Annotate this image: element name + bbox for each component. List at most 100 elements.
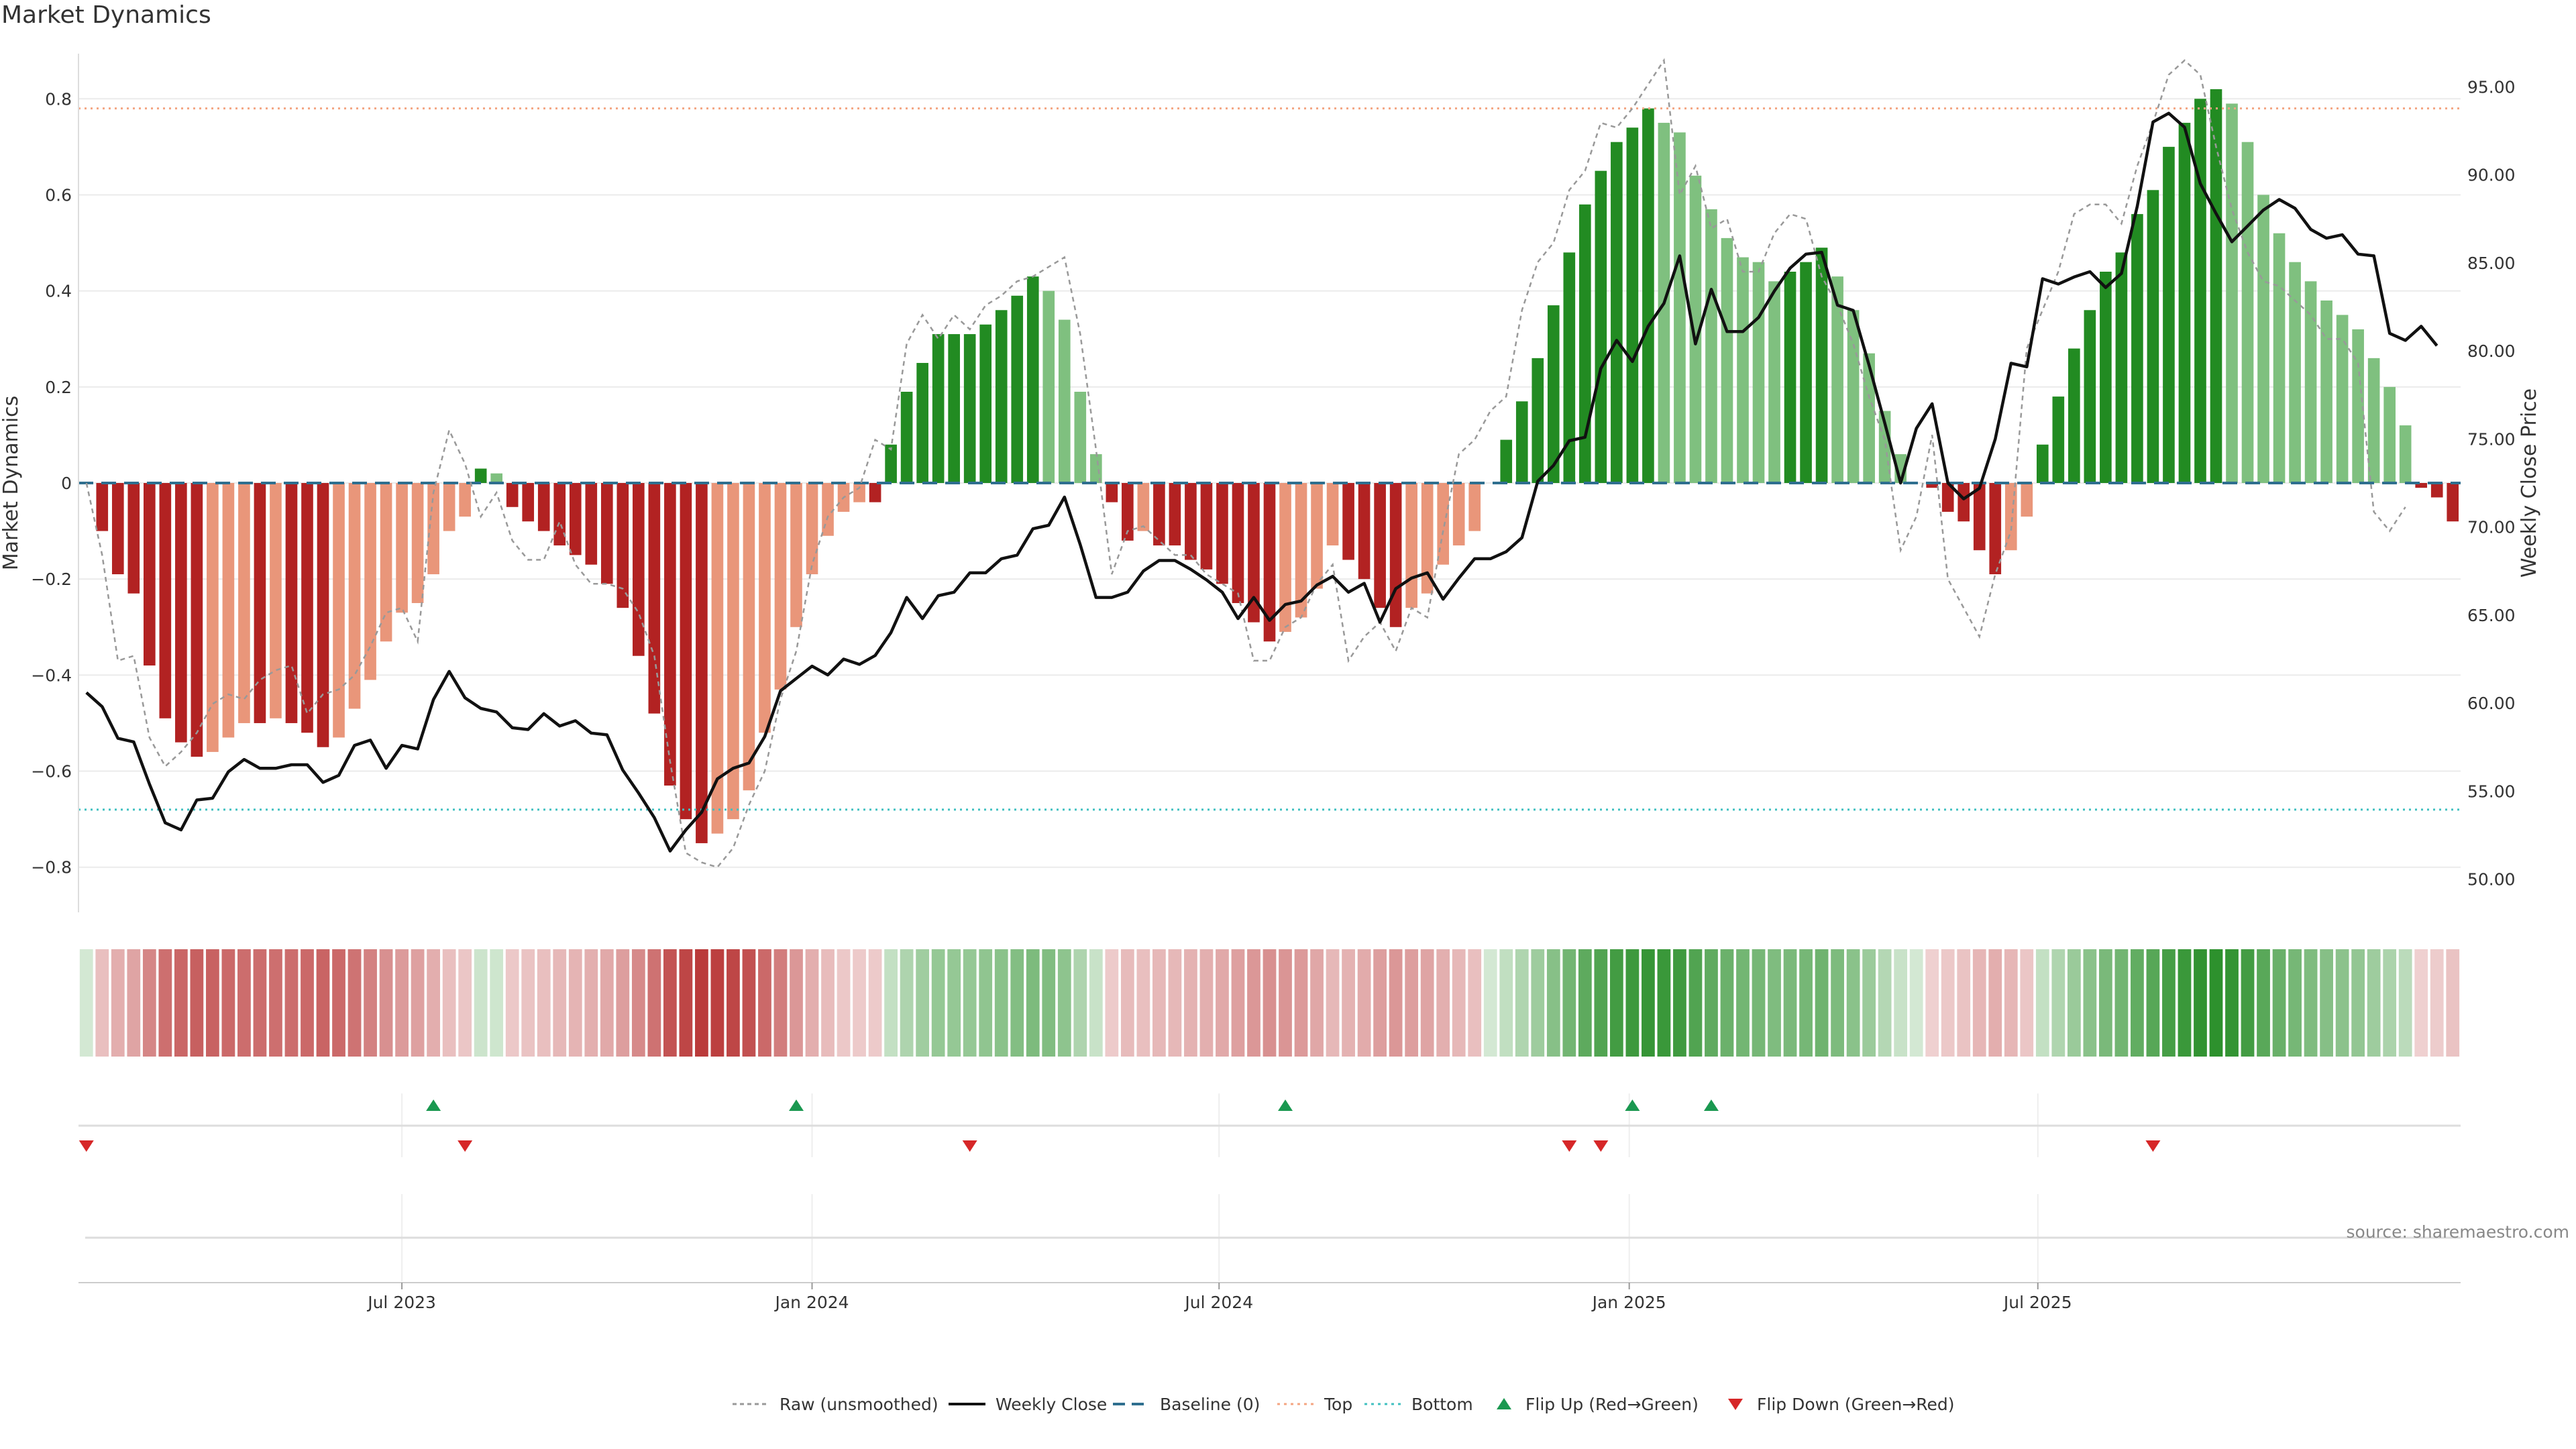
dynamics-bar xyxy=(648,483,661,714)
heat-cell xyxy=(1420,949,1434,1057)
dynamics-bar xyxy=(2336,315,2349,483)
flip-down-marker xyxy=(1593,1140,1609,1152)
dynamics-bar xyxy=(1532,358,1544,483)
dynamics-bar xyxy=(2178,123,2191,483)
heat-cell xyxy=(2020,949,2034,1057)
raw-line xyxy=(85,58,2406,869)
dynamics-bar xyxy=(853,483,865,502)
right-axis-title: Weekly Close Price xyxy=(2518,388,2541,578)
flip-up-marker xyxy=(426,1099,441,1111)
heat-cell xyxy=(758,949,771,1057)
dynamics-bar xyxy=(270,483,282,718)
heat-cell xyxy=(316,949,330,1057)
dynamics-bar xyxy=(963,334,976,483)
legend-bottom-label: Bottom xyxy=(1411,1395,1473,1414)
dynamics-bar xyxy=(1074,391,1087,483)
dynamics-bar xyxy=(2289,262,2301,483)
dynamics-bar xyxy=(459,483,471,517)
heat-cell xyxy=(1499,949,1513,1057)
dynamics-bar xyxy=(1137,483,1150,531)
heat-cell xyxy=(2146,949,2160,1057)
heat-cell xyxy=(1941,949,1955,1057)
heat-cell xyxy=(1546,949,1560,1057)
flip-down-marker xyxy=(78,1140,94,1152)
heat-cell xyxy=(1026,949,1040,1057)
heat-cell xyxy=(190,949,204,1057)
x-tick-label: Jul 2024 xyxy=(1183,1293,1253,1312)
heat-cell xyxy=(2272,949,2286,1057)
heat-cell xyxy=(237,949,251,1057)
series-lines xyxy=(85,58,2438,869)
dynamics-bar xyxy=(2004,483,2017,551)
dynamics-bar xyxy=(2257,195,2269,483)
heat-cell xyxy=(727,949,740,1057)
dynamics-bar xyxy=(2052,396,2065,483)
x-tick-label: Jul 2025 xyxy=(2002,1293,2072,1312)
dynamics-bar xyxy=(1342,483,1354,560)
heat-cell xyxy=(2288,949,2302,1057)
heat-cell xyxy=(505,949,519,1057)
heat-cell xyxy=(1815,949,1829,1057)
dynamics-bar xyxy=(317,483,329,747)
dynamics-bar xyxy=(1815,248,1828,483)
right-tick-label: 65.00 xyxy=(2467,606,2516,625)
heat-cell xyxy=(269,949,282,1057)
dynamics-bar xyxy=(1957,483,1970,522)
dynamics-bar xyxy=(301,483,313,733)
dynamics-bar xyxy=(1058,319,1071,483)
heat-cell xyxy=(1231,949,1245,1057)
heat-cell xyxy=(537,949,551,1057)
dynamics-bar xyxy=(1437,483,1450,565)
heat-cell xyxy=(647,949,661,1057)
dynamics-bar xyxy=(1452,483,1465,546)
dynamics-bar xyxy=(2131,214,2143,483)
heat-cell xyxy=(979,949,993,1057)
heat-cell xyxy=(1705,949,1718,1057)
heat-cell xyxy=(379,949,393,1057)
heat-cell xyxy=(1862,949,1876,1057)
dynamics-bar xyxy=(948,334,960,483)
heat-cell xyxy=(2241,949,2255,1057)
dynamics-bar xyxy=(2021,483,2033,517)
heat-cell xyxy=(1972,949,1986,1057)
heat-cell xyxy=(2194,949,2207,1057)
heat-cell xyxy=(773,949,788,1057)
dynamics-bar xyxy=(1153,483,1165,546)
heat-cell xyxy=(805,949,819,1057)
heat-cell xyxy=(1720,949,1734,1057)
x-tick-label: Jan 2024 xyxy=(773,1293,849,1312)
heat-cell xyxy=(364,949,377,1057)
dynamics-bar xyxy=(1563,252,1576,483)
heat-cell xyxy=(1042,949,1056,1057)
heat-cell xyxy=(568,949,582,1057)
heat-cell xyxy=(95,949,109,1057)
dynamics-bar xyxy=(995,310,1008,483)
right-tick-label: 95.00 xyxy=(2467,77,2516,97)
dynamics-bar xyxy=(1279,483,1291,632)
dynamics-bar xyxy=(2068,348,2080,483)
dynamics-bar xyxy=(364,483,376,680)
x-axis: Jul 2023 Jan 2024 Jul 2024 Jan 2025 Jul 2025 xyxy=(78,1282,2461,1312)
dynamics-bar xyxy=(1689,175,1702,483)
dynamics-bar xyxy=(2320,300,2332,483)
heat-cell xyxy=(821,949,835,1057)
dynamics-bar xyxy=(759,483,771,733)
heat-cell xyxy=(1279,949,1292,1057)
dynamics-bar xyxy=(2399,425,2412,483)
x-tick-label: Jan 2025 xyxy=(1591,1293,1666,1312)
dynamics-bar xyxy=(2163,146,2175,483)
heat-cell xyxy=(553,949,567,1057)
heat-cell xyxy=(1357,949,1371,1057)
dynamics-bar xyxy=(2194,99,2206,484)
dynamics-bar xyxy=(790,483,802,627)
heat-cell xyxy=(1373,949,1387,1057)
dynamics-bar xyxy=(1405,483,1417,608)
heat-cell xyxy=(111,949,125,1057)
heat-cell xyxy=(206,949,219,1057)
dynamics-bar xyxy=(1752,262,1765,483)
dynamics-bar xyxy=(191,483,203,757)
heat-cell xyxy=(332,949,345,1057)
heat-cell xyxy=(2051,949,2065,1057)
flip-down-marker xyxy=(458,1140,473,1152)
